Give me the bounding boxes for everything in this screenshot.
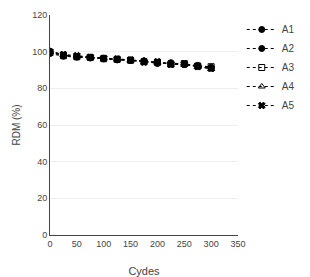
svg-text:20: 20 — [37, 193, 47, 203]
svg-text:A5: A5 — [282, 100, 295, 111]
svg-text:120: 120 — [32, 10, 47, 20]
svg-text:100: 100 — [32, 47, 47, 57]
svg-text:150: 150 — [123, 239, 138, 249]
svg-text:RDM (%): RDM (%) — [11, 104, 22, 145]
svg-text:A4: A4 — [282, 81, 295, 92]
svg-text:0: 0 — [42, 230, 47, 240]
svg-text:200: 200 — [150, 239, 165, 249]
svg-text:250: 250 — [177, 239, 192, 249]
svg-text:50: 50 — [72, 239, 82, 249]
svg-text:40: 40 — [37, 157, 47, 167]
svg-text:A3: A3 — [282, 62, 295, 73]
svg-text:100: 100 — [96, 239, 111, 249]
svg-text:300: 300 — [204, 239, 219, 249]
svg-text:0: 0 — [47, 239, 52, 249]
svg-text:80: 80 — [37, 83, 47, 93]
svg-text:A2: A2 — [282, 43, 295, 54]
svg-text:A1: A1 — [282, 24, 295, 35]
svg-text:60: 60 — [37, 120, 47, 130]
svg-text:Cydes: Cydes — [128, 265, 160, 277]
svg-text:350: 350 — [230, 239, 245, 249]
